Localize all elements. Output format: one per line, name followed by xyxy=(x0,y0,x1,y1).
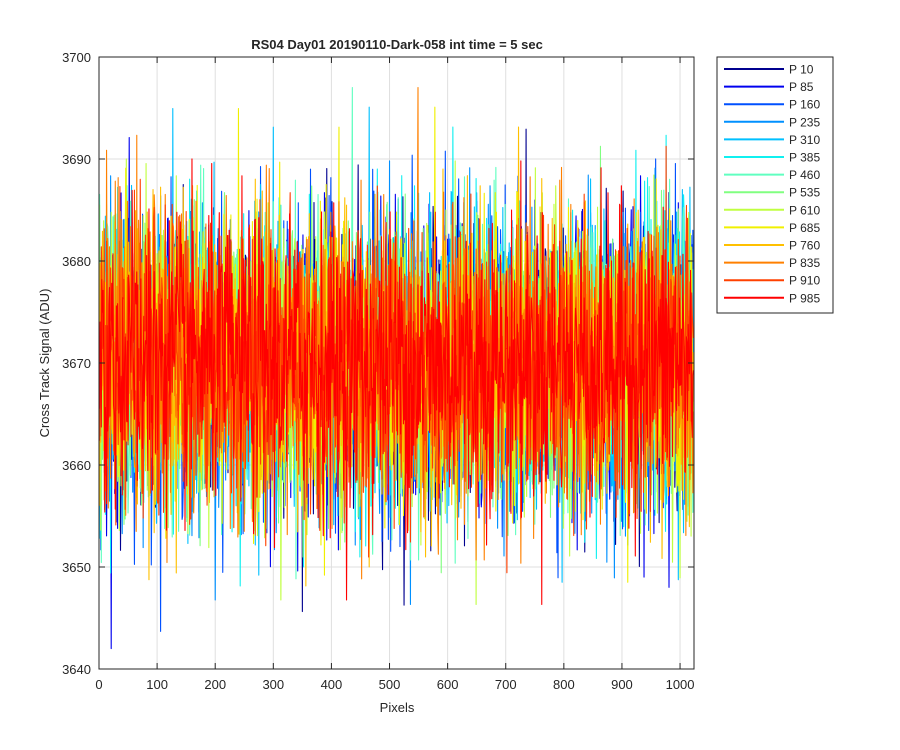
y-tick-label: 3700 xyxy=(62,50,91,65)
legend: P 10 P 85 P 160 P 235 P 310 P 385 P 460 P 535 P … xyxy=(716,56,834,314)
legend-label: P 310 xyxy=(789,133,820,147)
x-tick-label: 700 xyxy=(495,677,517,692)
x-tick-label: 800 xyxy=(553,677,575,692)
legend-label: P 160 xyxy=(789,98,820,112)
y-axis-label: Cross Track Signal (ADU) xyxy=(37,289,52,438)
x-tick-label: 900 xyxy=(611,677,633,692)
x-tick-label: 1000 xyxy=(666,677,695,692)
series-lines xyxy=(99,87,694,650)
y-tick-label: 3640 xyxy=(62,662,91,677)
series-line-p985 xyxy=(99,158,694,606)
legend-box xyxy=(716,56,834,314)
x-axis-ticks: 0 100 200 300 400 500 600 700 800 900 1000 xyxy=(95,57,695,692)
x-axis-label: Pixels xyxy=(380,700,415,715)
legend-label: P 610 xyxy=(789,203,820,217)
x-tick-label: 500 xyxy=(379,677,401,692)
legend-label: P 910 xyxy=(789,274,820,288)
y-tick-label: 3680 xyxy=(62,254,91,269)
legend-items: P 10 P 85 P 160 P 235 P 310 P 385 P 460 P 535 P … xyxy=(724,63,820,305)
legend-label: P 835 xyxy=(789,256,820,270)
legend-label: P 460 xyxy=(789,168,820,182)
x-tick-label: 600 xyxy=(437,677,459,692)
y-tick-label: 3670 xyxy=(62,356,91,371)
legend-label: P 985 xyxy=(789,291,820,305)
x-tick-label: 300 xyxy=(262,677,284,692)
x-tick-label: 0 xyxy=(95,677,102,692)
x-tick-label: 400 xyxy=(321,677,343,692)
chart-title: RS04 Day01 20190110-Dark-058 int time = … xyxy=(251,37,543,52)
y-tick-label: 3660 xyxy=(62,458,91,473)
y-axis-ticks: 3640 3650 3660 3670 3680 3690 3700 xyxy=(62,50,694,677)
legend-label: P 235 xyxy=(789,115,820,129)
legend-label: P 685 xyxy=(789,221,820,235)
legend-label: P 85 xyxy=(789,80,814,94)
x-tick-label: 100 xyxy=(146,677,168,692)
legend-label: P 535 xyxy=(789,186,820,200)
legend-label: P 385 xyxy=(789,151,820,165)
y-tick-label: 3650 xyxy=(62,560,91,575)
x-tick-label: 200 xyxy=(204,677,226,692)
y-tick-label: 3690 xyxy=(62,152,91,167)
legend-label: P 10 xyxy=(789,63,814,77)
legend-label: P 760 xyxy=(789,239,820,253)
